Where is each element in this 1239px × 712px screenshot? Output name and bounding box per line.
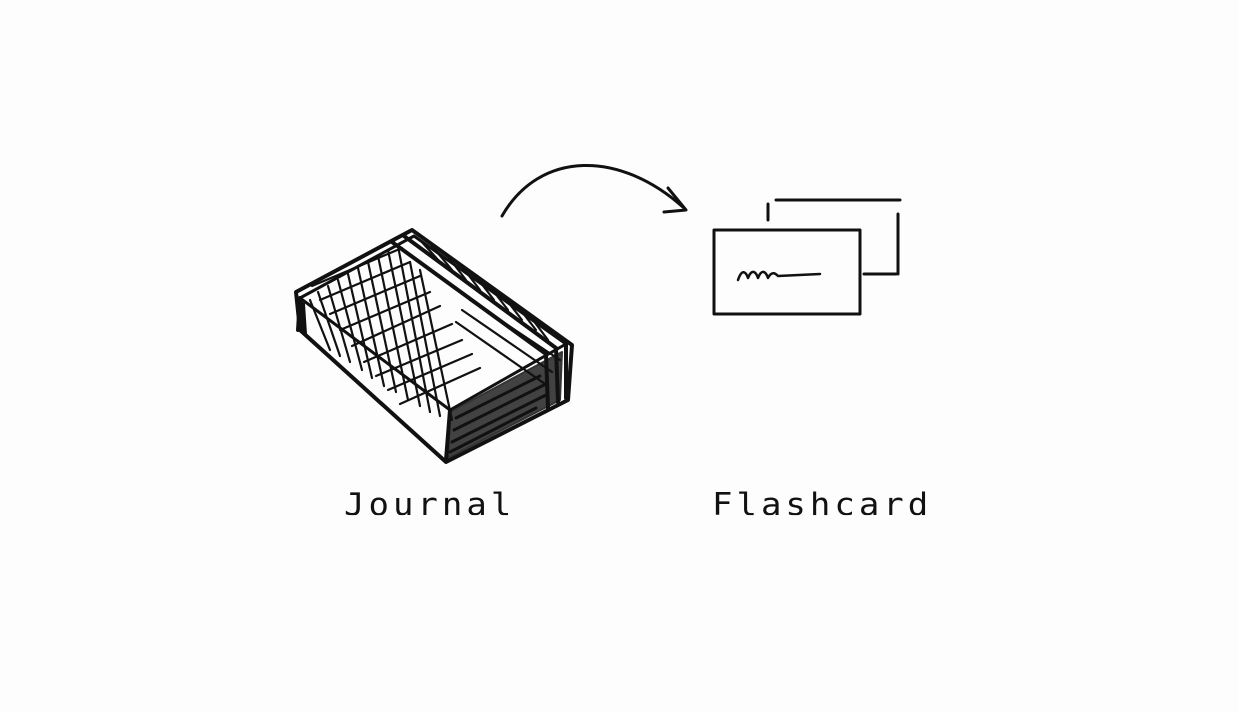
journal-label: Journal [344, 486, 516, 524]
flashcard-icon [712, 198, 902, 316]
flashcard-label: Flashcard [712, 486, 933, 524]
journal-hatching [308, 238, 562, 422]
journal-icon [294, 228, 574, 464]
curved-arrow-icon [500, 164, 688, 218]
